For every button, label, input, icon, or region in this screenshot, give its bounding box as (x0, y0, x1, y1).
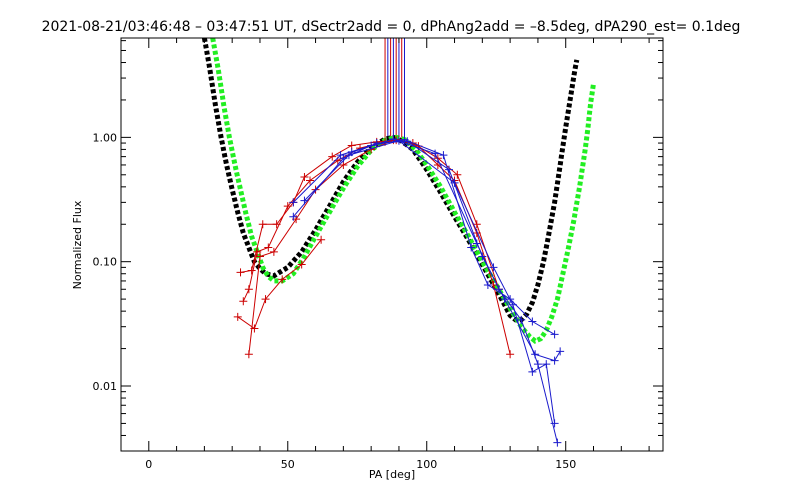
data-point (300, 196, 309, 205)
data-point (453, 170, 462, 179)
data-point (347, 141, 356, 150)
data-point (255, 252, 264, 261)
data-point (444, 165, 453, 174)
data-point (489, 263, 498, 272)
data-point (495, 285, 504, 294)
vertical-markers (384, 38, 406, 138)
data-point (553, 438, 562, 447)
series-line (348, 140, 556, 424)
data-point (433, 154, 442, 163)
data-point (297, 260, 306, 269)
plot-frame (120, 37, 664, 452)
data-point (542, 360, 551, 369)
data-point (233, 312, 242, 321)
x-tick-label: 50 (281, 458, 295, 471)
data-point (283, 202, 292, 211)
data-point (394, 136, 403, 145)
data-point (300, 172, 309, 181)
data-point (317, 235, 326, 244)
data-point (472, 239, 481, 248)
data-point (253, 247, 262, 256)
data-point (289, 198, 298, 207)
series-line (240, 139, 397, 273)
series-line (292, 140, 561, 362)
data-point (517, 315, 526, 324)
data-point (483, 280, 492, 289)
data-point (550, 356, 559, 365)
data-point (389, 135, 398, 144)
x-tick-label: 100 (416, 458, 437, 471)
data-point (264, 243, 273, 252)
data-point (236, 268, 245, 277)
data-point (344, 151, 353, 160)
data-point (289, 212, 298, 221)
data-point (306, 176, 315, 185)
y-tick-label: 0.10 (93, 256, 118, 269)
data-point (556, 347, 565, 356)
data-point (431, 149, 440, 158)
x-tick-label: 150 (555, 458, 576, 471)
data-point (244, 350, 253, 359)
data-point (339, 160, 348, 169)
data-point (261, 295, 270, 304)
data-point (247, 266, 256, 275)
data-point (239, 297, 248, 306)
data-point (450, 178, 459, 187)
data-point (528, 367, 537, 376)
chart-title: 2021-08-21/03:46:48 – 03:47:51 UT, dSect… (42, 19, 741, 35)
measurement-series (233, 135, 565, 447)
data-point (506, 350, 515, 359)
data-point (528, 317, 537, 326)
y-tick-label: 1.00 (93, 131, 118, 144)
y-tick-label: 0.01 (93, 380, 118, 393)
x-axis-title: PA [deg] (369, 468, 415, 481)
data-point (328, 152, 337, 161)
data-point (269, 247, 278, 256)
data-point (467, 243, 476, 252)
data-point (258, 220, 267, 229)
data-point (550, 330, 559, 339)
data-point (550, 419, 559, 428)
axes: 0 50 100 150 1.00 0.10 0.01 (93, 38, 663, 471)
data-point (508, 300, 517, 309)
data-point (278, 275, 287, 284)
x-tick-label: 0 (145, 458, 152, 471)
data-point (439, 151, 448, 160)
y-axis-title: Normalized Flux (71, 200, 84, 289)
data-point (533, 360, 542, 369)
data-point (244, 285, 253, 294)
